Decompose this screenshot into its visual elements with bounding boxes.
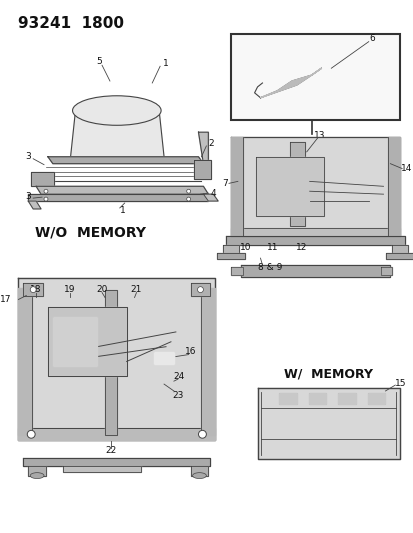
Text: 24: 24 — [173, 372, 184, 381]
Text: 14: 14 — [401, 164, 412, 173]
Ellipse shape — [44, 197, 48, 201]
Polygon shape — [23, 458, 210, 466]
Text: 20: 20 — [96, 285, 107, 294]
Polygon shape — [240, 265, 389, 277]
Polygon shape — [278, 393, 296, 404]
Polygon shape — [193, 160, 211, 180]
Polygon shape — [380, 267, 392, 275]
Ellipse shape — [44, 189, 48, 193]
Polygon shape — [308, 393, 325, 404]
Polygon shape — [337, 393, 355, 404]
Polygon shape — [48, 308, 126, 376]
Polygon shape — [19, 429, 215, 440]
Text: 19: 19 — [64, 285, 75, 294]
Polygon shape — [28, 201, 41, 209]
Polygon shape — [230, 228, 399, 236]
Polygon shape — [260, 68, 321, 98]
Ellipse shape — [30, 287, 36, 293]
Ellipse shape — [192, 473, 206, 479]
Text: 15: 15 — [394, 378, 406, 387]
Text: 1: 1 — [163, 59, 169, 68]
Text: 16: 16 — [185, 347, 196, 356]
Polygon shape — [255, 157, 324, 216]
Polygon shape — [230, 267, 242, 275]
Polygon shape — [190, 282, 210, 295]
Text: 10: 10 — [240, 243, 251, 252]
Text: 12: 12 — [295, 243, 307, 252]
Polygon shape — [62, 466, 141, 472]
Polygon shape — [225, 236, 404, 245]
Polygon shape — [223, 245, 238, 253]
Text: 3: 3 — [25, 152, 31, 161]
Polygon shape — [70, 110, 164, 157]
Polygon shape — [230, 137, 242, 236]
Polygon shape — [36, 187, 208, 194]
Polygon shape — [19, 278, 215, 440]
Text: 8 & 9: 8 & 9 — [258, 263, 282, 272]
Text: 13: 13 — [313, 131, 325, 140]
Polygon shape — [367, 393, 385, 404]
Text: W/  MEMORY: W/ MEMORY — [283, 367, 372, 380]
Polygon shape — [105, 289, 116, 435]
Polygon shape — [290, 142, 304, 225]
Text: 21: 21 — [131, 285, 142, 294]
Polygon shape — [392, 245, 407, 253]
Polygon shape — [31, 172, 54, 187]
Ellipse shape — [186, 189, 190, 193]
Polygon shape — [385, 253, 413, 259]
Text: 7: 7 — [222, 179, 228, 188]
Text: 4: 4 — [210, 189, 216, 198]
Ellipse shape — [72, 96, 161, 125]
Ellipse shape — [186, 197, 190, 201]
Polygon shape — [387, 137, 399, 236]
Text: 2: 2 — [208, 140, 214, 149]
Polygon shape — [28, 466, 46, 475]
Polygon shape — [48, 157, 203, 164]
Text: 6: 6 — [369, 34, 375, 43]
Polygon shape — [203, 194, 218, 201]
Text: 18: 18 — [30, 285, 42, 294]
Text: 17: 17 — [0, 295, 12, 304]
Ellipse shape — [197, 287, 203, 293]
Polygon shape — [201, 288, 215, 435]
Ellipse shape — [30, 473, 44, 479]
Polygon shape — [154, 352, 173, 365]
Polygon shape — [53, 317, 97, 366]
Polygon shape — [23, 282, 43, 295]
Polygon shape — [190, 466, 208, 475]
Text: 23: 23 — [172, 391, 183, 400]
Ellipse shape — [198, 430, 206, 438]
Polygon shape — [19, 288, 32, 435]
Text: 1: 1 — [120, 206, 125, 215]
Polygon shape — [217, 253, 244, 259]
Text: 3: 3 — [25, 192, 31, 200]
Polygon shape — [257, 388, 399, 459]
Text: 5: 5 — [96, 57, 102, 66]
Text: 11: 11 — [266, 243, 278, 252]
Ellipse shape — [27, 430, 35, 438]
Polygon shape — [230, 137, 399, 236]
Text: 93241  1800: 93241 1800 — [19, 16, 124, 31]
Bar — [230, 34, 399, 120]
Text: W/O  MEMORY: W/O MEMORY — [35, 225, 145, 240]
Polygon shape — [28, 194, 208, 201]
Polygon shape — [198, 132, 208, 164]
Text: 22: 22 — [105, 446, 116, 455]
